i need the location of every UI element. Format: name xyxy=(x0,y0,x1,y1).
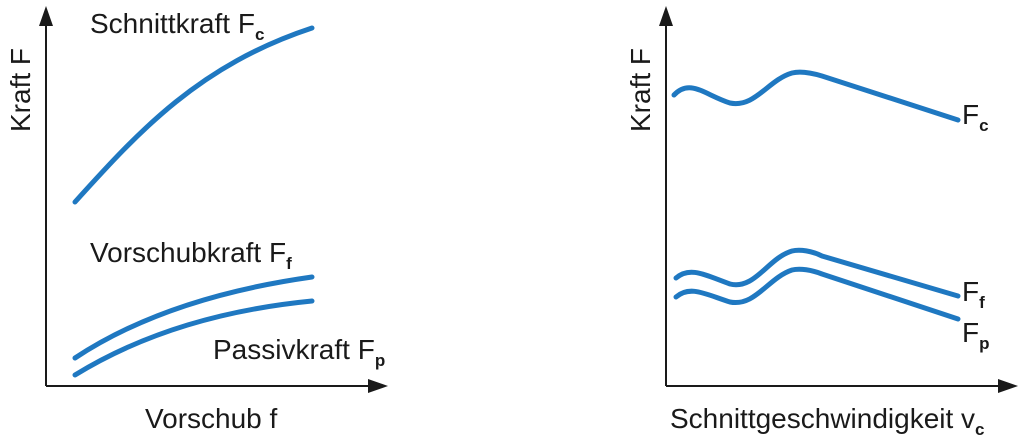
right-chart: Kraft F Schnittgeschwindigkeit vc Fc Ff … xyxy=(625,6,1018,439)
label-ff: Ff xyxy=(962,276,985,312)
left-curve-schnittkraft xyxy=(72,25,315,205)
right-curve-ff xyxy=(673,247,961,299)
left-chart: Kraft F Vorschub f Schnittkraft Fc Vorsc… xyxy=(5,6,388,434)
right-x-axis-arrow xyxy=(998,379,1018,393)
left-xlabel: Vorschub f xyxy=(145,403,278,434)
left-ylabel: Kraft F xyxy=(5,48,36,132)
right-ylabel: Kraft F xyxy=(625,48,656,132)
left-y-axis-arrow xyxy=(39,6,53,26)
left-curve-passivkraft xyxy=(72,298,315,378)
label-schnittkraft: Schnittkraft Fc xyxy=(90,8,264,44)
label-passivkraft: Passivkraft Fp xyxy=(213,334,385,370)
right-curve-fc xyxy=(671,69,961,123)
left-x-axis-arrow xyxy=(368,379,388,393)
right-curve-fp xyxy=(673,266,961,322)
right-y-axis-arrow xyxy=(659,6,673,26)
right-xlabel: Schnittgeschwindigkeit vc xyxy=(670,403,985,439)
left-curve-vorschubkraft xyxy=(72,274,315,361)
label-fc: Fc xyxy=(962,99,989,135)
label-vorschubkraft: Vorschubkraft Ff xyxy=(90,237,292,273)
label-fp: Fp xyxy=(962,317,990,353)
